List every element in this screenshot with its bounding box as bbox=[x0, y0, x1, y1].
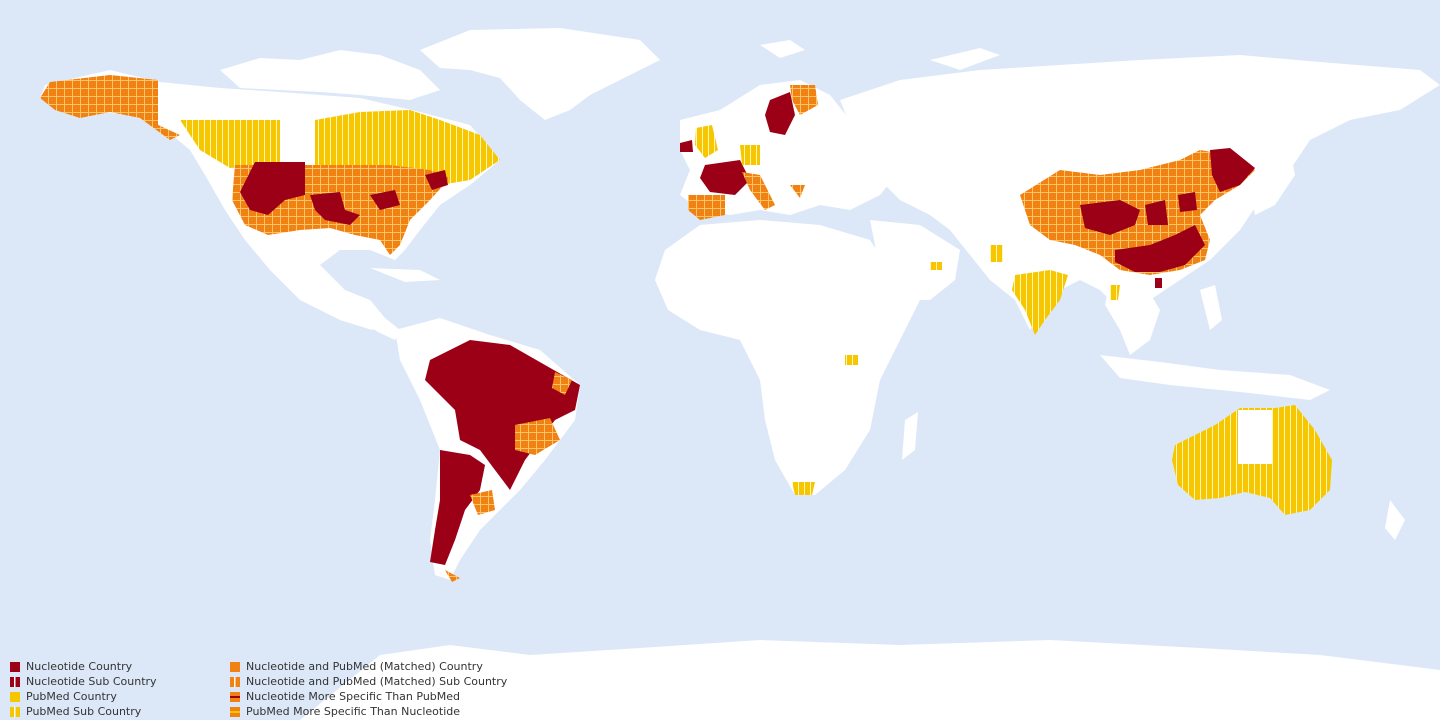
alaska bbox=[40, 75, 180, 140]
germany-pubmed bbox=[740, 145, 760, 165]
canadian-arctic-islands bbox=[220, 50, 440, 100]
legend-label: PubMed More Specific Than Nucleotide bbox=[246, 705, 461, 718]
brazil-southeast-matched bbox=[515, 418, 560, 455]
africa bbox=[655, 220, 920, 495]
legend-item-matched-sub-country: Nucleotide and PubMed (Matched) Sub Coun… bbox=[230, 674, 507, 689]
australia-unreported-region bbox=[1238, 410, 1272, 464]
oman-pubmed bbox=[930, 262, 942, 270]
legend-label: Nucleotide and PubMed (Matched) Country bbox=[246, 660, 483, 673]
legend-swatch-pubmed-country bbox=[10, 691, 20, 702]
south-africa-pubmed bbox=[792, 482, 815, 495]
svalbard bbox=[760, 40, 805, 58]
legend-item-nucleotide-country: Nucleotide Country bbox=[10, 659, 132, 674]
chile-matched bbox=[445, 570, 460, 582]
legend-item-pubmed-more-specific: PubMed More Specific Than Nucleotide bbox=[230, 704, 460, 719]
legend-swatch-matched-country bbox=[230, 661, 240, 672]
philippines bbox=[1200, 285, 1222, 330]
legend-swatch-nucleotide-country bbox=[10, 661, 20, 672]
japan bbox=[1250, 150, 1295, 215]
usa-nucleotide-east bbox=[370, 170, 448, 210]
brazil-northeast-matched bbox=[552, 372, 572, 395]
scandinavia-sweden bbox=[765, 92, 795, 135]
pakistan-pubmed bbox=[990, 245, 1003, 262]
usa-nucleotide-central bbox=[310, 192, 360, 225]
legend-swatch-matched-sub-country bbox=[230, 676, 240, 687]
usa-nucleotide-west bbox=[240, 162, 305, 215]
indochina bbox=[1105, 280, 1160, 355]
legend-swatch-pubmed-sub-country bbox=[10, 706, 20, 717]
indonesia bbox=[1100, 355, 1330, 400]
legend-label: Nucleotide Sub Country bbox=[26, 675, 157, 688]
uk-pubmed bbox=[695, 125, 718, 158]
legend-label: Nucleotide More Specific Than PubMed bbox=[246, 690, 461, 703]
india-pubmed bbox=[1012, 270, 1068, 335]
legend-label: PubMed Country bbox=[26, 690, 117, 703]
ireland bbox=[680, 140, 693, 152]
kenya-pubmed bbox=[845, 355, 858, 365]
china-nucleotide-northeast bbox=[1210, 148, 1255, 192]
vietnam-pubmed bbox=[1110, 285, 1120, 300]
caribbean bbox=[370, 268, 440, 282]
legend-item-pubmed-sub-country: PubMed Sub Country bbox=[10, 704, 141, 719]
greenland bbox=[420, 28, 660, 120]
legend-label: Nucleotide and PubMed (Matched) Sub Coun… bbox=[246, 675, 508, 688]
china-nucleotide-west bbox=[1080, 200, 1140, 235]
uruguay-matched bbox=[470, 490, 495, 515]
argentina bbox=[430, 450, 485, 565]
canada-west bbox=[180, 120, 280, 168]
legend-label: PubMed Sub Country bbox=[26, 705, 142, 718]
china-nucleotide-central bbox=[1145, 192, 1197, 225]
legend-item-nucleotide-sub-country: Nucleotide Sub Country bbox=[10, 674, 157, 689]
spain bbox=[688, 195, 725, 220]
legend-swatch-pubmed-more-specific bbox=[230, 706, 240, 717]
brazil bbox=[425, 340, 580, 490]
antarctica bbox=[300, 640, 1440, 720]
legend-label: Nucleotide Country bbox=[26, 660, 133, 673]
legend-item-pubmed-country: PubMed Country bbox=[10, 689, 117, 704]
new-zealand bbox=[1385, 500, 1405, 540]
madagascar bbox=[902, 412, 918, 460]
france bbox=[700, 160, 750, 195]
legend-swatch-nucleotide-more-specific bbox=[230, 691, 240, 702]
taiwan-nucleotide bbox=[1155, 278, 1162, 288]
central-america bbox=[320, 265, 400, 340]
greece-matched bbox=[790, 185, 805, 198]
italy bbox=[742, 172, 775, 210]
scandinavia-finland bbox=[790, 85, 818, 115]
arabia bbox=[870, 220, 960, 300]
legend-item-matched-country: Nucleotide and PubMed (Matched) Country bbox=[230, 659, 483, 674]
legend-item-nucleotide-more-specific: Nucleotide More Specific Than PubMed bbox=[230, 689, 460, 704]
legend-swatch-nucleotide-sub-country bbox=[10, 676, 20, 687]
novaya-zemlya bbox=[930, 48, 1000, 70]
china-nucleotide-south bbox=[1115, 225, 1205, 272]
